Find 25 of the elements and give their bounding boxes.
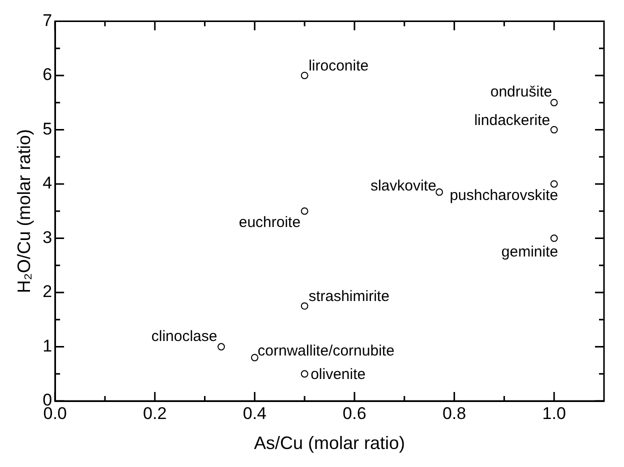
y-axis-title: H₂O/Cu (molar ratio) [14,129,34,294]
annotation: slavkovite [370,177,436,194]
annotation: liroconite [308,58,369,75]
y-tick-label: 1 [42,336,52,356]
annotation: lindackerite [474,112,550,129]
y-tick-label: 5 [42,119,52,138]
annotation: cornwallite/cornubite [258,342,394,360]
y-tick-label: 4 [42,174,52,193]
x-tick-label: 0.2 [143,404,167,423]
y-tick-label: 2 [42,282,52,302]
annotation: clinoclase [151,328,218,345]
annotation: pushcharovskite [450,187,558,204]
y-tick-label: 7 [42,10,52,30]
x-axis-title: As/Cu (molar ratio) [254,433,406,454]
annotation: euchroite [238,214,301,232]
annotation: ondrušite [490,84,552,101]
x-tick-label: 0.6 [342,404,366,423]
annotation: olivenite [310,366,366,384]
annotation: strashimirite [308,288,390,306]
y-tick-label: 3 [42,228,52,247]
x-tick-label: 0.8 [442,404,466,423]
annotation: geminite [501,243,558,260]
x-tick-label: 0.4 [242,404,266,423]
y-tick-label: 6 [42,65,52,84]
x-tick-label: 1.0 [542,404,566,423]
